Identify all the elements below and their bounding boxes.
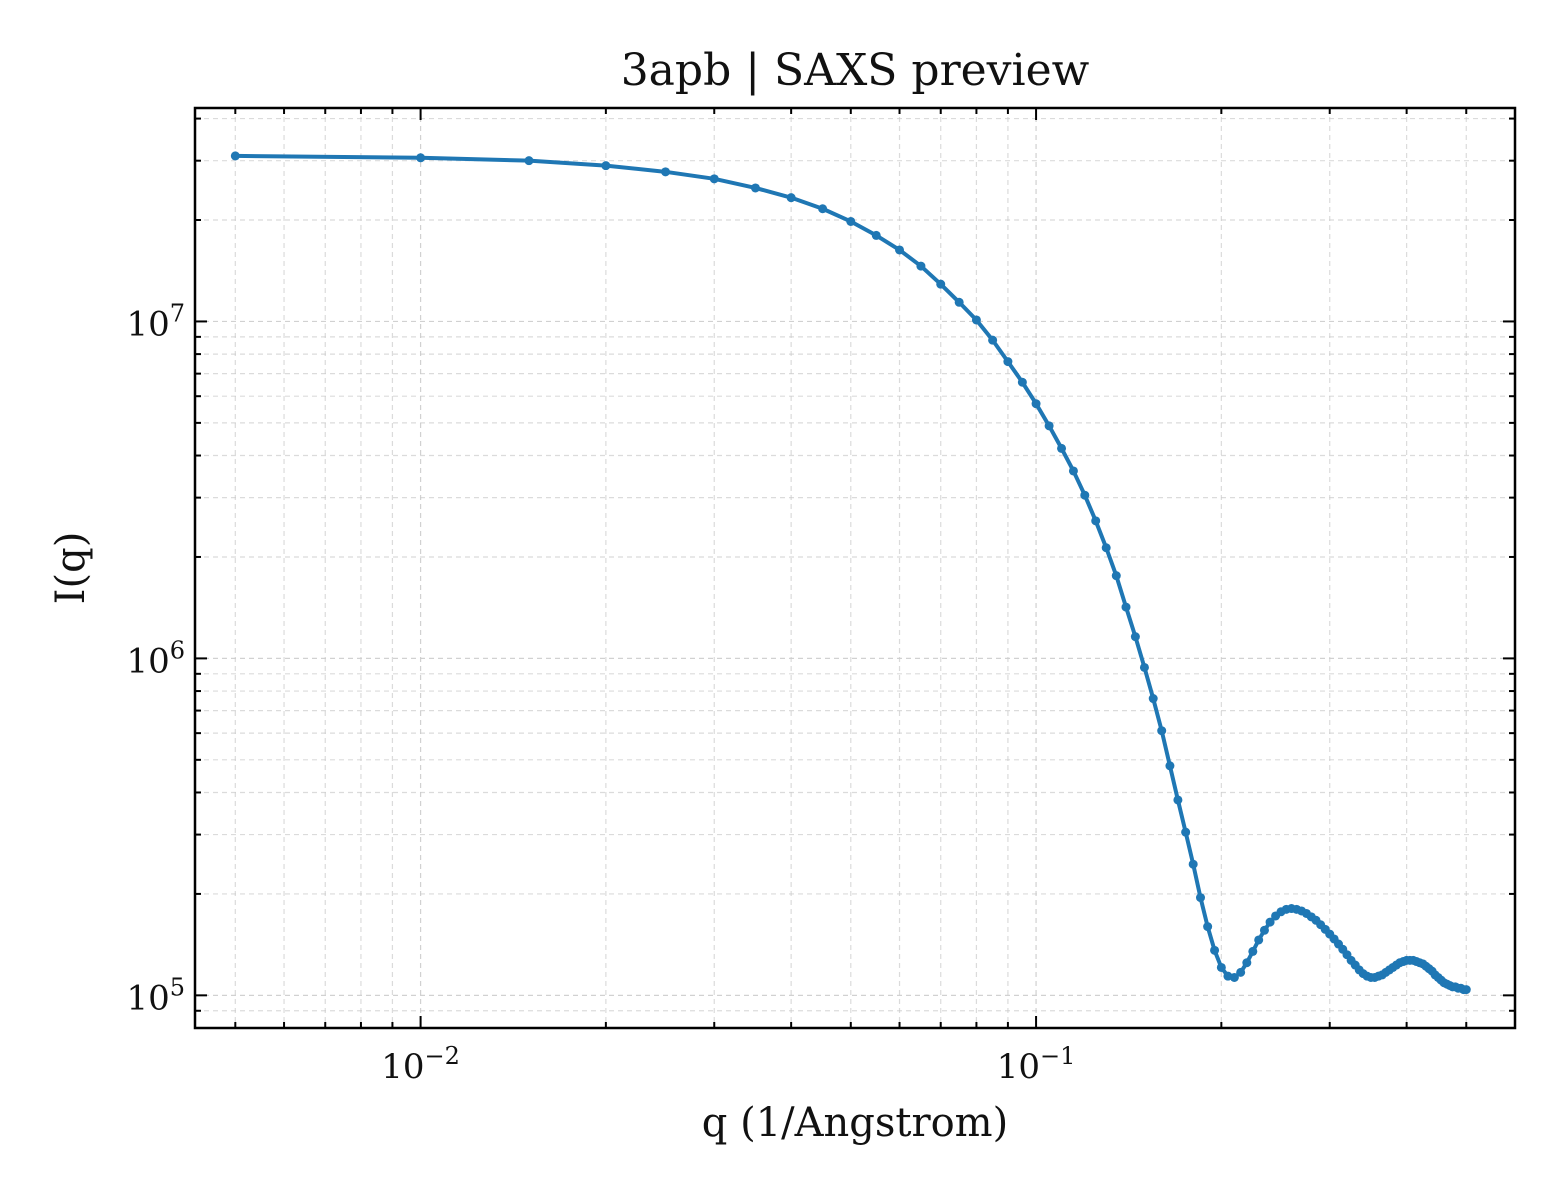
data-point bbox=[661, 167, 671, 177]
data-point bbox=[1210, 945, 1220, 955]
data-point bbox=[1130, 632, 1140, 642]
data-point bbox=[1101, 543, 1111, 553]
data-point bbox=[846, 216, 856, 226]
data-point bbox=[524, 156, 534, 166]
data-point bbox=[1165, 761, 1175, 771]
data-point bbox=[1254, 935, 1264, 945]
data-point bbox=[1216, 962, 1226, 972]
data-point bbox=[1265, 917, 1275, 927]
data-point bbox=[1196, 893, 1206, 903]
data-point bbox=[1181, 827, 1191, 837]
data-point bbox=[1044, 421, 1054, 431]
data-point bbox=[971, 315, 981, 325]
data-point bbox=[895, 245, 905, 255]
data-point bbox=[1121, 602, 1131, 612]
y-tick-label: 105 bbox=[126, 973, 185, 1018]
data-point bbox=[1139, 662, 1149, 672]
data-point bbox=[871, 230, 881, 240]
y-tick-label: 107 bbox=[126, 299, 185, 344]
data-point bbox=[988, 335, 998, 345]
data-point bbox=[1173, 795, 1183, 805]
data-point bbox=[1003, 357, 1013, 367]
data-point bbox=[601, 161, 611, 171]
data-point bbox=[1068, 466, 1078, 476]
data-point bbox=[954, 297, 964, 307]
x-axis-label: q (1/Angstrom) bbox=[702, 1100, 1008, 1146]
x-tick-label: 10−2 bbox=[381, 1042, 460, 1087]
data-point bbox=[1031, 399, 1041, 409]
series-group bbox=[230, 151, 1471, 995]
y-tick-label: 106 bbox=[126, 636, 185, 681]
data-point bbox=[1157, 726, 1167, 736]
x-tick-label: 10−1 bbox=[997, 1042, 1076, 1087]
chart-title: 3apb | SAXS preview bbox=[621, 45, 1090, 96]
data-point bbox=[1461, 985, 1471, 995]
data-point bbox=[916, 261, 926, 271]
data-point bbox=[1148, 694, 1158, 704]
data-point bbox=[1229, 972, 1239, 982]
data-point bbox=[1091, 516, 1101, 526]
data-point bbox=[1242, 958, 1252, 968]
data-point bbox=[1057, 443, 1067, 453]
data-point bbox=[416, 153, 426, 163]
data-point bbox=[1248, 946, 1258, 956]
data-point bbox=[230, 151, 240, 161]
data-point bbox=[936, 279, 946, 289]
plot-area: 10−2 10−1 105 106 107 bbox=[126, 106, 1517, 1087]
data-point bbox=[1188, 859, 1198, 869]
data-point bbox=[1203, 922, 1213, 932]
data-point bbox=[1111, 571, 1121, 581]
plot-frame bbox=[193, 106, 1517, 1030]
data-point bbox=[750, 183, 760, 193]
data-point bbox=[786, 193, 796, 203]
data-point bbox=[1236, 967, 1246, 977]
data-point bbox=[1259, 925, 1269, 935]
data-point bbox=[818, 204, 828, 214]
y-axis-label: I(q) bbox=[48, 532, 94, 605]
data-point bbox=[1017, 377, 1027, 387]
data-point bbox=[1080, 490, 1090, 500]
data-point bbox=[709, 174, 719, 184]
